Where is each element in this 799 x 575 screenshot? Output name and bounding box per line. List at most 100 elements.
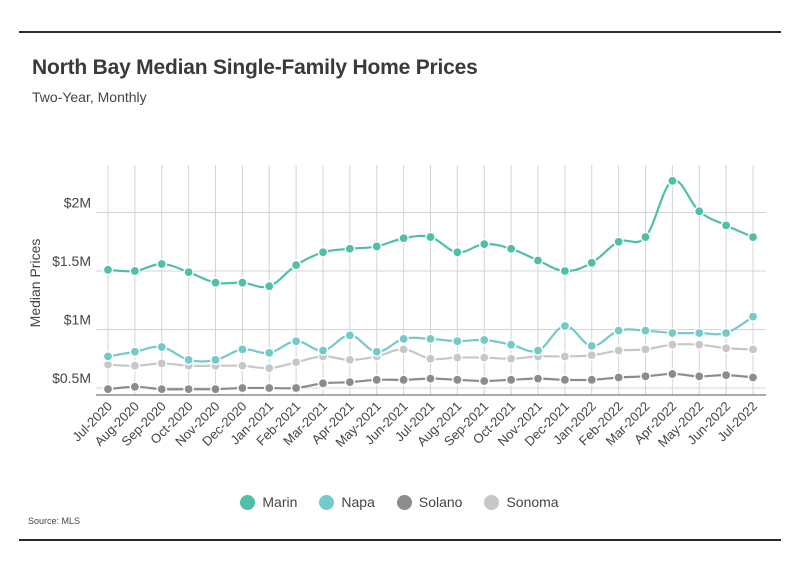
- data-point-sonoma: [129, 360, 141, 372]
- data-point-marin: [613, 236, 624, 248]
- data-point-sonoma: [559, 351, 571, 362]
- y-axis-label: Median Prices: [27, 239, 43, 328]
- data-point-solano: [478, 375, 490, 387]
- data-point-solano: [317, 378, 329, 389]
- data-point-napa: [344, 330, 356, 341]
- data-point-sonoma: [505, 353, 517, 365]
- data-point-napa: [667, 327, 678, 339]
- data-point-marin: [102, 264, 114, 276]
- data-point-marin: [263, 280, 275, 292]
- data-point-marin: [559, 265, 571, 277]
- legend-item-marin: Marin: [240, 494, 297, 510]
- data-point-napa: [371, 346, 383, 358]
- y-tick-label: $1M: [64, 312, 91, 328]
- data-point-solano: [667, 368, 678, 380]
- data-point-marin: [478, 238, 490, 250]
- data-point-solano: [693, 370, 705, 382]
- data-point-sonoma: [613, 345, 624, 356]
- data-point-solano: [613, 372, 624, 383]
- data-point-marin: [505, 243, 517, 255]
- chart-title: North Bay Median Single-Family Home Pric…: [32, 56, 478, 79]
- data-point-napa: [263, 347, 275, 359]
- legend-label: Napa: [341, 494, 375, 510]
- top-rule: [19, 31, 781, 33]
- data-point-solano: [452, 374, 463, 386]
- legend-marker: [484, 494, 500, 510]
- data-point-sonoma: [693, 339, 705, 351]
- legend-label: Sonoma: [506, 494, 559, 510]
- data-point-solano: [183, 383, 194, 395]
- data-point-sonoma: [747, 344, 759, 355]
- data-point-marin: [720, 220, 732, 231]
- data-point-marin: [586, 257, 598, 269]
- data-point-marin: [398, 232, 409, 244]
- data-point-solano: [102, 383, 114, 395]
- data-point-sonoma: [478, 352, 490, 363]
- data-point-solano: [156, 383, 168, 395]
- data-point-sonoma: [263, 362, 275, 374]
- data-point-napa: [183, 354, 194, 366]
- data-point-solano: [640, 370, 651, 382]
- data-point-solano: [237, 382, 248, 394]
- data-point-marin: [156, 258, 168, 270]
- legend-label: Marin: [262, 494, 298, 510]
- data-point-solano: [425, 373, 436, 384]
- data-point-solano: [344, 376, 356, 388]
- chart-legend: Marin Napa Solano Sonoma: [0, 494, 799, 510]
- data-point-marin: [667, 175, 678, 187]
- data-point-napa: [747, 311, 759, 322]
- data-point-marin: [693, 206, 705, 217]
- data-point-solano: [263, 382, 275, 394]
- data-point-sonoma: [290, 356, 302, 368]
- data-point-sonoma: [425, 353, 436, 365]
- data-point-napa: [398, 333, 409, 345]
- data-point-solano: [371, 374, 383, 386]
- data-point-marin: [317, 246, 329, 258]
- data-point-solano: [747, 372, 759, 383]
- data-point-marin: [747, 231, 759, 243]
- data-point-marin: [129, 265, 141, 277]
- legend-marker: [240, 494, 256, 510]
- data-point-napa: [237, 344, 248, 355]
- chart-subtitle: Two-Year, Monthly: [32, 89, 147, 105]
- data-point-napa: [210, 354, 221, 366]
- y-tick-label: $2M: [64, 195, 91, 211]
- data-point-napa: [505, 339, 517, 351]
- data-point-solano: [129, 381, 141, 393]
- data-point-napa: [317, 345, 329, 356]
- data-point-napa: [559, 320, 571, 332]
- data-point-sonoma: [667, 339, 678, 351]
- data-point-napa: [156, 341, 168, 353]
- data-point-marin: [344, 243, 356, 255]
- data-point-napa: [452, 335, 463, 347]
- source-note: Source: MLS: [28, 516, 81, 526]
- legend-label: Solano: [418, 494, 463, 510]
- data-point-solano: [505, 374, 517, 386]
- legend-item-napa: Napa: [319, 494, 375, 510]
- data-point-solano: [532, 373, 544, 384]
- data-point-napa: [129, 346, 141, 358]
- data-point-sonoma: [398, 344, 409, 355]
- legend-marker: [319, 494, 335, 510]
- data-point-marin: [210, 277, 221, 289]
- data-point-napa: [478, 334, 490, 346]
- data-point-solano: [290, 382, 302, 394]
- data-point-napa: [640, 325, 651, 336]
- data-point-napa: [290, 335, 302, 347]
- data-point-sonoma: [452, 352, 463, 363]
- data-point-napa: [720, 327, 732, 339]
- data-point-solano: [586, 374, 598, 386]
- data-point-solano: [720, 369, 732, 381]
- data-point-sonoma: [237, 360, 248, 372]
- data-point-solano: [210, 383, 221, 395]
- legend-item-sonoma: Sonoma: [484, 494, 559, 510]
- data-point-solano: [398, 374, 409, 386]
- data-point-sonoma: [720, 342, 732, 354]
- data-point-napa: [102, 351, 114, 362]
- data-point-marin: [237, 277, 248, 289]
- data-point-solano: [559, 374, 571, 386]
- data-point-napa: [693, 327, 705, 339]
- data-point-sonoma: [156, 358, 168, 369]
- data-point-marin: [425, 231, 436, 243]
